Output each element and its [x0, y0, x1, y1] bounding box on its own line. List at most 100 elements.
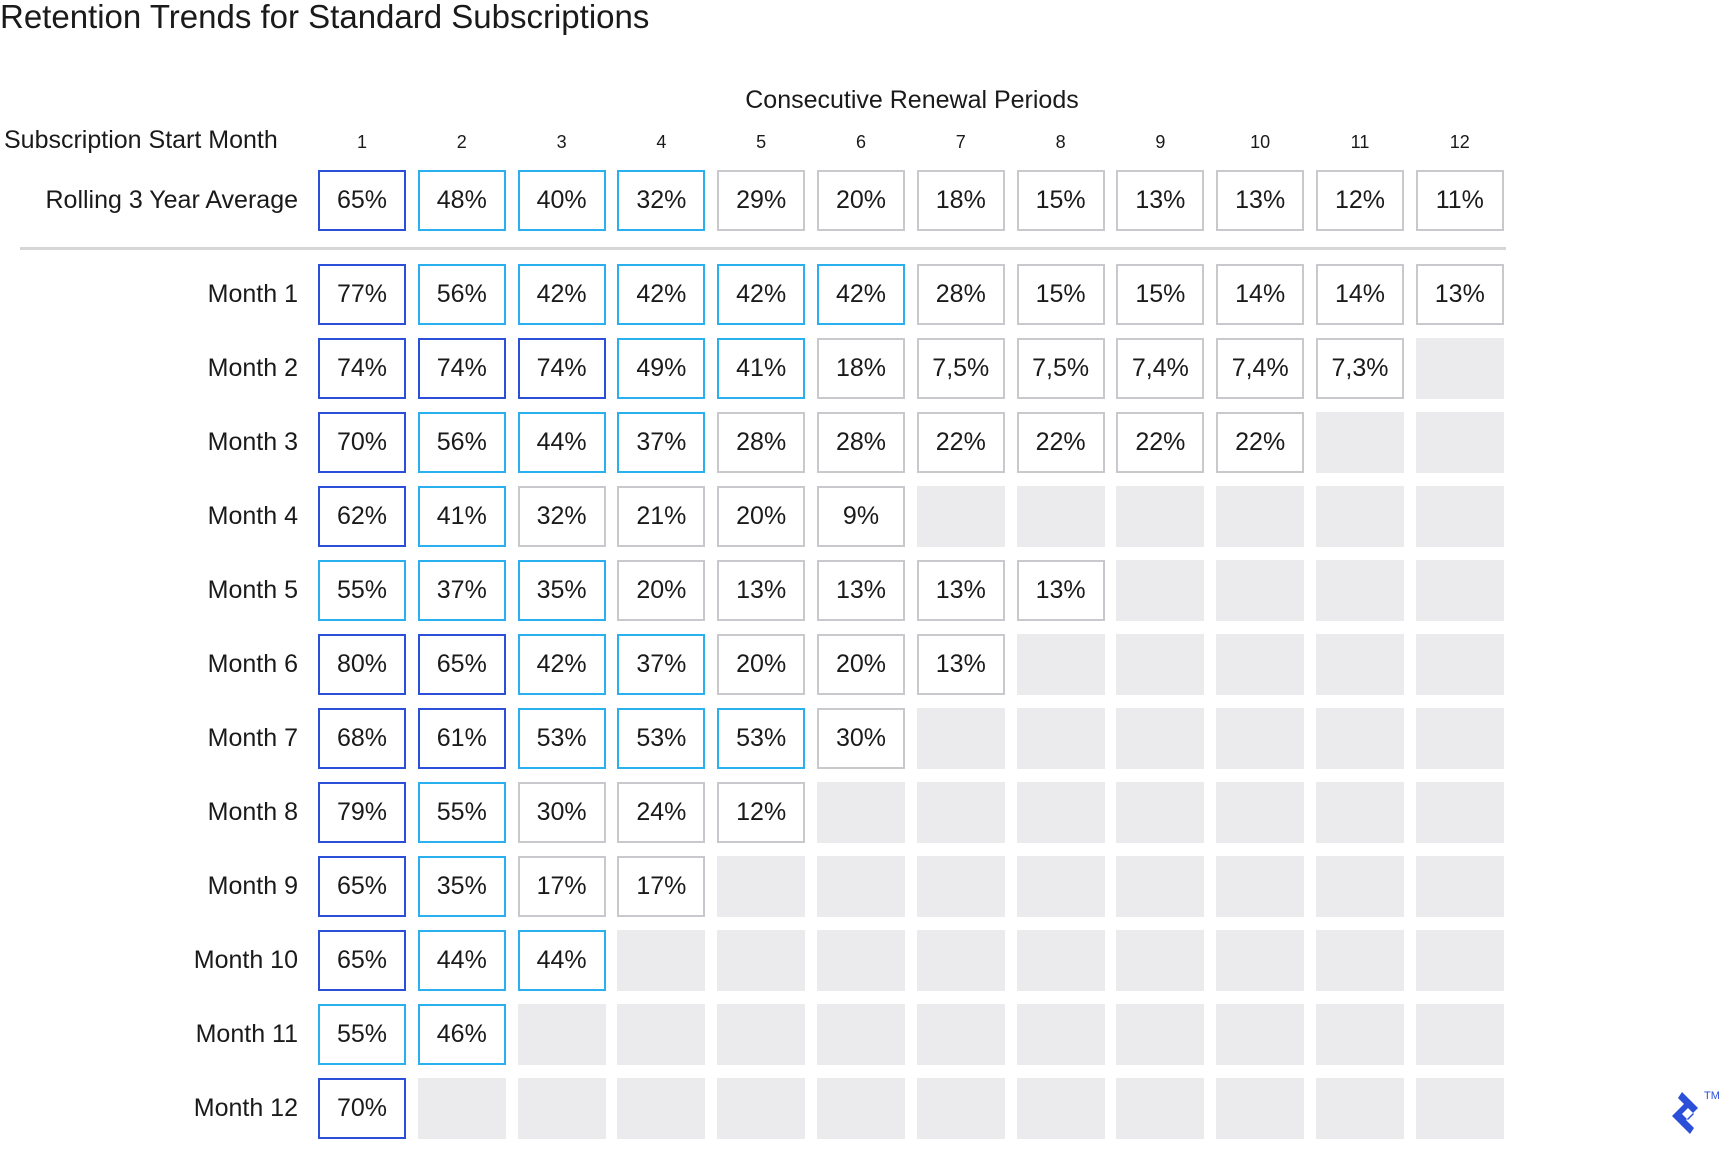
retention-cell: 65%	[417, 634, 506, 695]
empty-cell	[1216, 708, 1305, 769]
empty-cell	[1216, 560, 1305, 621]
retention-cell: 65%	[318, 856, 406, 917]
retention-cell: 20%	[817, 170, 905, 231]
empty-cell	[1216, 1078, 1305, 1139]
empty-cell	[916, 782, 1005, 843]
empty-cell	[1415, 930, 1504, 991]
empty-cell	[817, 1004, 905, 1065]
column-header: 11	[1350, 132, 1370, 152]
retention-cell: 13%	[717, 560, 806, 621]
empty-cell	[1116, 708, 1205, 769]
retention-cell: 13%	[817, 560, 905, 621]
empty-cell	[1316, 560, 1404, 621]
column-axis-title: Consecutive Renewal Periods	[745, 86, 1079, 114]
start-month-label: Month 9	[207, 872, 298, 900]
retention-cell: 42%	[617, 264, 706, 325]
empty-cell	[1016, 782, 1105, 843]
empty-cell	[916, 930, 1005, 991]
empty-cell	[916, 856, 1005, 917]
retention-cell: 53%	[617, 708, 706, 769]
empty-cell	[1316, 1078, 1404, 1139]
retention-cell: 30%	[517, 782, 606, 843]
empty-cell	[1116, 486, 1205, 547]
retention-cell: 28%	[717, 412, 806, 473]
retention-cell: 7,4%	[1116, 338, 1205, 399]
empty-cell	[1116, 782, 1205, 843]
empty-cell	[1415, 1078, 1504, 1139]
retention-cell: 28%	[916, 264, 1005, 325]
retention-cell: 15%	[1116, 264, 1205, 325]
start-month-label: Month 3	[207, 428, 298, 456]
retention-cell: 18%	[916, 170, 1005, 231]
retention-cell: 55%	[417, 782, 506, 843]
retention-cell: 42%	[517, 264, 606, 325]
start-month-label: Month 8	[207, 798, 298, 826]
retention-cell: 30%	[817, 708, 905, 769]
empty-cell	[1316, 1004, 1404, 1065]
empty-cell	[817, 1078, 905, 1139]
retention-cell: 13%	[1116, 170, 1205, 231]
retention-cell: 13%	[916, 560, 1005, 621]
empty-cell	[517, 1078, 606, 1139]
empty-cell	[1415, 486, 1504, 547]
retention-cell: 74%	[517, 338, 606, 399]
retention-cell: 42%	[817, 264, 905, 325]
column-header: 1	[356, 132, 367, 152]
retention-cell: 12%	[1316, 170, 1404, 231]
column-header: 2	[456, 132, 467, 152]
empty-cell	[817, 856, 905, 917]
retention-cell: 13%	[1415, 264, 1504, 325]
retention-cell: 70%	[318, 412, 406, 473]
retention-cell: 46%	[417, 1004, 506, 1065]
retention-cell: 55%	[318, 560, 406, 621]
retention-cell: 20%	[617, 560, 706, 621]
retention-cell: 17%	[517, 856, 606, 917]
retention-cell: 55%	[318, 1004, 406, 1065]
empty-cell	[1016, 1078, 1105, 1139]
empty-cell	[1316, 930, 1404, 991]
column-header: 8	[1055, 132, 1066, 152]
retention-cell: 49%	[617, 338, 706, 399]
retention-cell: 17%	[617, 856, 706, 917]
empty-cell	[517, 1004, 606, 1065]
retention-cell: 77%	[318, 264, 406, 325]
retention-cell: 7,5%	[1016, 338, 1105, 399]
retention-cell: 22%	[1116, 412, 1205, 473]
toptal-logo-icon	[1672, 1092, 1698, 1134]
trademark-label: TM	[1704, 1090, 1720, 1102]
empty-cell	[1415, 412, 1504, 473]
retention-cell: 15%	[1016, 170, 1105, 231]
retention-cell: 42%	[717, 264, 806, 325]
empty-cell	[1415, 560, 1504, 621]
empty-cell	[916, 1078, 1005, 1139]
retention-cell: 12%	[717, 782, 806, 843]
start-month-label: Month 2	[207, 354, 298, 382]
retention-cell: 24%	[617, 782, 706, 843]
retention-cell: 53%	[717, 708, 806, 769]
empty-cell	[1016, 634, 1105, 695]
empty-cell	[417, 1078, 506, 1139]
retention-cell: 65%	[318, 930, 406, 991]
empty-cell	[1415, 856, 1504, 917]
retention-cell: 7,4%	[1216, 338, 1305, 399]
retention-cell: 7,5%	[916, 338, 1005, 399]
retention-cell: 56%	[417, 412, 506, 473]
empty-cell	[1216, 634, 1305, 695]
empty-cell	[1116, 1078, 1205, 1139]
retention-cell: 13%	[1016, 560, 1105, 621]
retention-cell: 40%	[517, 170, 606, 231]
empty-cell	[1116, 560, 1205, 621]
empty-cell	[617, 930, 706, 991]
retention-cell: 20%	[717, 634, 806, 695]
empty-cell	[617, 1004, 706, 1065]
retention-cell: 35%	[417, 856, 506, 917]
column-header: 10	[1250, 132, 1271, 152]
empty-cell	[1216, 1004, 1305, 1065]
start-month-label: Month 4	[207, 502, 298, 530]
empty-cell	[1016, 486, 1105, 547]
start-month-label: Month 6	[207, 650, 298, 678]
start-month-label: Month 10	[193, 946, 298, 974]
retention-cell: 14%	[1316, 264, 1404, 325]
empty-cell	[916, 708, 1005, 769]
retention-cell: 18%	[817, 338, 905, 399]
